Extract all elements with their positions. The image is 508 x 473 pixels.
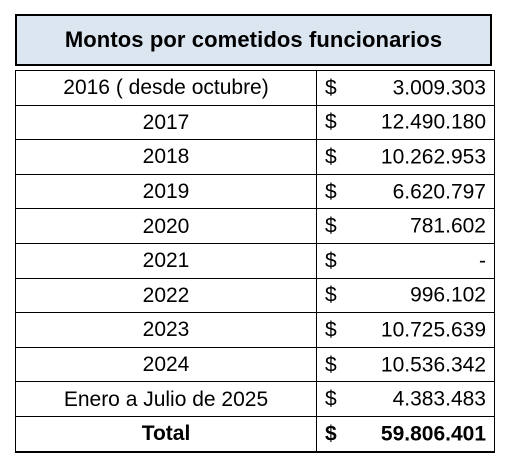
table-row: 2024 $10.536.342 [15,346,495,383]
currency-symbol: $ [325,318,337,342]
currency-symbol: $ [325,387,337,411]
table-row: 2022 $996.102 [15,277,495,314]
total-label: Total [15,415,317,453]
amount-cell: $10.725.639 [316,312,495,348]
table-title: Montos por cometidos funcionarios [15,14,492,66]
currency-symbol: $ [325,422,337,446]
amount-cell: $6.620.797 [316,173,495,210]
amount-cell: $781.602 [316,208,495,244]
table-row: 2018 $10.262.953 [15,139,495,175]
amount-cell: $ - [316,242,495,279]
amount-value: 10.262.953 [380,145,486,169]
table-row: Enero a Julio de 2025 $4.383.483 [15,381,495,417]
amount-value: 10.725.639 [380,318,486,342]
amount-value: - [479,249,486,273]
amount-value: 4.383.483 [392,387,486,411]
amount-cell: $4.383.483 [316,381,495,417]
currency-symbol: $ [325,283,337,307]
table-row: 2023 $10.725.639 [15,312,495,348]
year-cell: 2024 [15,346,317,383]
table-row: 2021 $ - [15,242,495,279]
currency-symbol: $ [325,180,337,204]
currency-symbol: $ [325,110,337,134]
amount-cell: $996.102 [316,277,495,314]
year-cell: 2016 ( desde octubre) [15,70,317,106]
amount-cell: $10.536.342 [316,346,495,383]
year-cell: 2017 [15,104,317,141]
amount-cell: $3.009.303 [316,70,495,106]
year-cell: 2021 [15,242,317,279]
year-cell: 2018 [15,139,317,175]
year-cell: Enero a Julio de 2025 [15,381,317,417]
amount-cell: $10.262.953 [316,139,495,175]
amount-value: 6.620.797 [392,180,486,204]
year-cell: 2023 [15,312,317,348]
currency-symbol: $ [325,76,337,100]
amounts-table: 2016 ( desde octubre) $3.009.303 2017 $1… [15,70,495,453]
total-amount-value: 59.806.401 [380,422,486,446]
amount-value: 996.102 [410,283,486,307]
year-cell: 2019 [15,173,317,210]
table-row: 2016 ( desde octubre) $3.009.303 [15,70,495,106]
total-row: Total $59.806.401 [15,415,495,453]
currency-symbol: $ [325,353,337,377]
table-row: 2017 $12.490.180 [15,104,495,141]
amount-value: 781.602 [410,214,486,238]
year-cell: 2020 [15,208,317,244]
currency-symbol: $ [325,145,337,169]
table-row: 2019 $6.620.797 [15,173,495,210]
table-row: 2020 $781.602 [15,208,495,244]
amount-cell: $12.490.180 [316,104,495,141]
year-cell: 2022 [15,277,317,314]
amount-value: 12.490.180 [380,110,486,134]
amount-value: 3.009.303 [392,76,486,100]
amounts-sheet: Montos por cometidos funcionarios 2016 (… [15,14,495,453]
total-amount-cell: $59.806.401 [316,415,495,453]
currency-symbol: $ [325,214,337,238]
currency-symbol: $ [325,249,337,273]
amount-value: 10.536.342 [380,353,486,377]
